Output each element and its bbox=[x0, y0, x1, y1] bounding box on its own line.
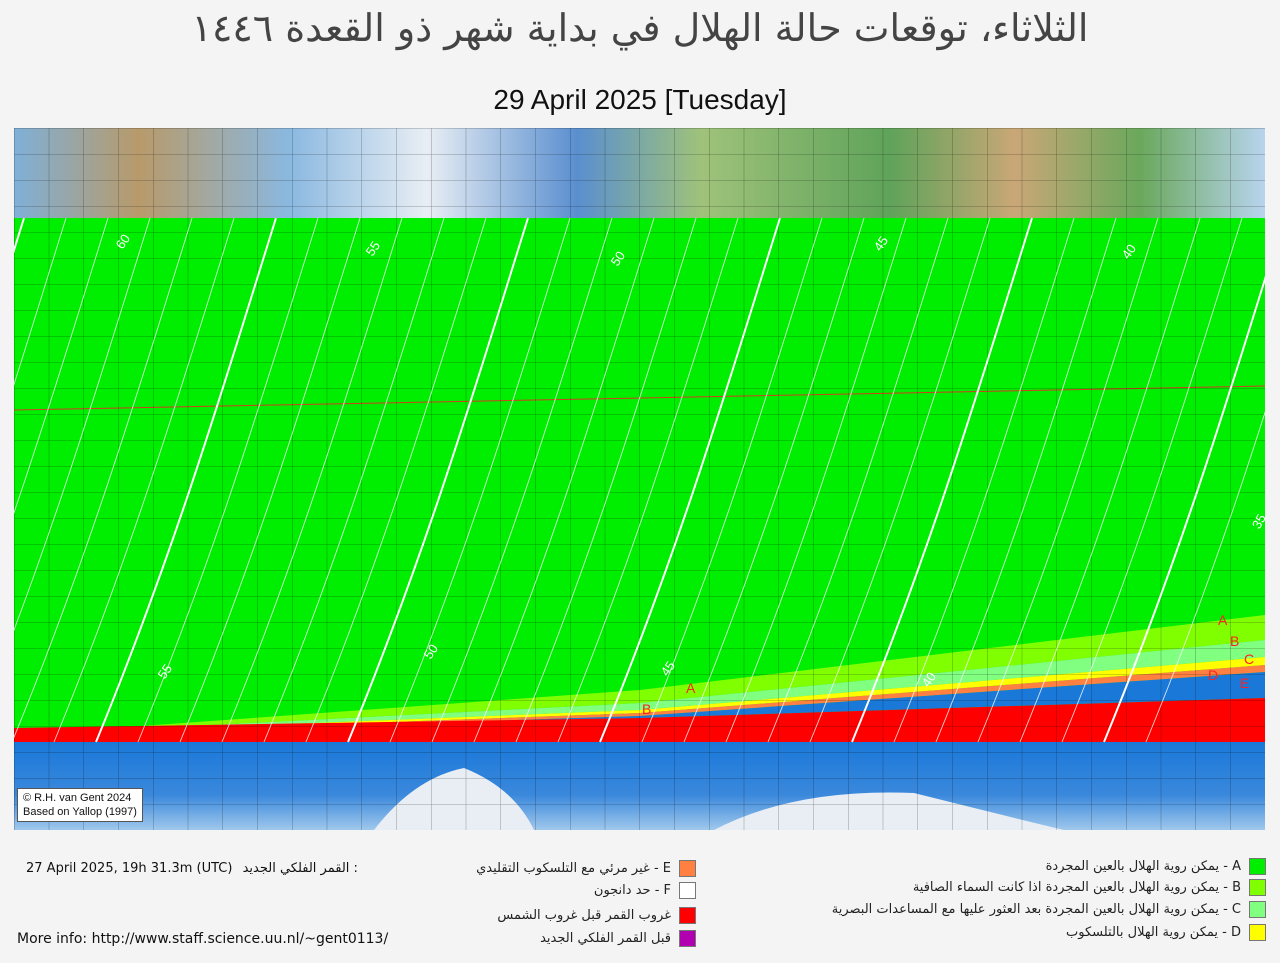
legend-swatch bbox=[1249, 858, 1266, 875]
legend-swatch bbox=[679, 930, 696, 947]
legend-item: قبل القمر الفلكي الجديد bbox=[540, 930, 696, 947]
legend-label: غروب القمر قبل غروب الشمس bbox=[497, 908, 671, 923]
visibility-map: 60 55 50 45 40 35 55 50 45 40 A B A B C … bbox=[14, 128, 1265, 830]
contour-line bbox=[389, 217, 571, 743]
contour-line bbox=[641, 217, 823, 743]
contour-line bbox=[14, 217, 67, 387]
contour-line bbox=[515, 217, 697, 743]
contour-label: 55 bbox=[362, 238, 383, 258]
contour-line bbox=[221, 217, 403, 743]
zone-label-a: A bbox=[1218, 612, 1228, 628]
legend-item: F - حد دانجون bbox=[594, 882, 696, 899]
contour-lines bbox=[14, 217, 1265, 743]
legend-item: E - غير مرئي مع التلسكوب التقليدي bbox=[476, 860, 696, 877]
contour-line bbox=[431, 217, 613, 743]
contour-line bbox=[14, 217, 193, 739]
contour-line bbox=[725, 217, 907, 743]
contour-label: 55 bbox=[154, 661, 175, 681]
contour-line bbox=[263, 217, 445, 743]
legend-label: C - يمكن روية الهلال بالعين المجردة بعد … bbox=[831, 902, 1241, 917]
contour-label: 50 bbox=[607, 248, 628, 268]
legend-item: C - يمكن روية الهلال بالعين المجردة بعد … bbox=[832, 901, 1266, 918]
contour-line bbox=[1103, 275, 1265, 743]
contour-label: 50 bbox=[420, 641, 441, 661]
legend-swatch bbox=[679, 907, 696, 924]
page-title: الثلاثاء، توقعات حالة الهلال في بداية شه… bbox=[191, 6, 1089, 50]
contour-label: 35 bbox=[1249, 511, 1265, 531]
legend-label: B - يمكن روية الهلال بالعين المجردة اذا … bbox=[912, 880, 1241, 895]
contour-line bbox=[977, 217, 1159, 743]
contour-line bbox=[935, 217, 1117, 743]
contour-line bbox=[1061, 217, 1243, 743]
contour-line bbox=[1145, 411, 1265, 743]
legend-swatch bbox=[679, 882, 696, 899]
graticule bbox=[14, 128, 1265, 830]
method-line: Based on Yallop (1997) bbox=[23, 806, 137, 818]
copyright-line: © R.H. van Gent 2024 bbox=[23, 792, 132, 804]
contour-line bbox=[1019, 217, 1201, 743]
contour-line bbox=[767, 217, 949, 743]
legend-label: E - غير مرئي مع التلسكوب التقليدي bbox=[476, 861, 671, 876]
zone-label-b: B bbox=[1230, 633, 1239, 649]
legend-item: غروب القمر قبل غروب الشمس bbox=[497, 907, 696, 924]
contour-label: 45 bbox=[657, 658, 678, 678]
contour-line bbox=[557, 217, 739, 743]
contour-line bbox=[809, 217, 991, 743]
contour-line bbox=[14, 217, 109, 514]
contour-line bbox=[683, 217, 865, 743]
contour-label: 45 bbox=[870, 233, 891, 253]
more-info-link[interactable]: More info: http://www.staff.science.uu.n… bbox=[17, 931, 389, 947]
zone-label-c: C bbox=[1244, 651, 1254, 667]
new-moon-value: 27 April 2025, 19h 31.3m (UTC) bbox=[26, 861, 233, 876]
contour-label: 40 bbox=[918, 669, 939, 689]
contour-line bbox=[305, 217, 487, 743]
date-subtitle: 29 April 2025 [Tuesday] bbox=[493, 84, 787, 115]
legend-label: A - يمكن روية الهلال بالعين المجردة bbox=[1045, 859, 1241, 874]
zone-label-d: D bbox=[1208, 667, 1218, 683]
contour-line bbox=[137, 217, 319, 743]
legend-label: D - يمكن روية الهلال بالتلسكوب bbox=[1066, 925, 1241, 940]
zone-label-a: A bbox=[686, 680, 696, 696]
legend-item: D - يمكن روية الهلال بالتلسكوب bbox=[1066, 924, 1266, 941]
contour-line bbox=[473, 217, 655, 743]
contour-line bbox=[95, 217, 277, 743]
legend-swatch bbox=[1249, 879, 1266, 896]
contour-label: 40 bbox=[1118, 241, 1139, 261]
legend-label: قبل القمر الفلكي الجديد bbox=[540, 931, 671, 946]
contour-line bbox=[599, 217, 781, 743]
legend-label: F - حد دانجون bbox=[593, 883, 671, 898]
legend-swatch bbox=[679, 860, 696, 877]
contour-line bbox=[14, 217, 151, 632]
contour-line bbox=[347, 217, 529, 743]
contour-label: 60 bbox=[112, 231, 133, 251]
new-moon-label: القمر الفلكي الجديد : bbox=[242, 861, 358, 876]
contour-line bbox=[179, 217, 361, 743]
contour-line bbox=[53, 217, 235, 743]
legend-item: A - يمكن روية الهلال بالعين المجردة bbox=[1046, 858, 1266, 875]
zone-label-b: B bbox=[642, 701, 651, 717]
copyright-box: © R.H. van Gent 2024 Based on Yallop (19… bbox=[17, 788, 143, 822]
new-moon-info: 27 April 2025, 19h 31.3m (UTC) القمر الف… bbox=[26, 861, 358, 876]
legend-swatch bbox=[1249, 901, 1266, 918]
contour-line bbox=[893, 217, 1075, 743]
legend-swatch bbox=[1249, 924, 1266, 941]
legend-item: B - يمكن روية الهلال بالعين المجردة اذا … bbox=[913, 879, 1266, 896]
contour-line bbox=[851, 217, 1033, 743]
zone-label-e: E bbox=[1240, 675, 1249, 691]
